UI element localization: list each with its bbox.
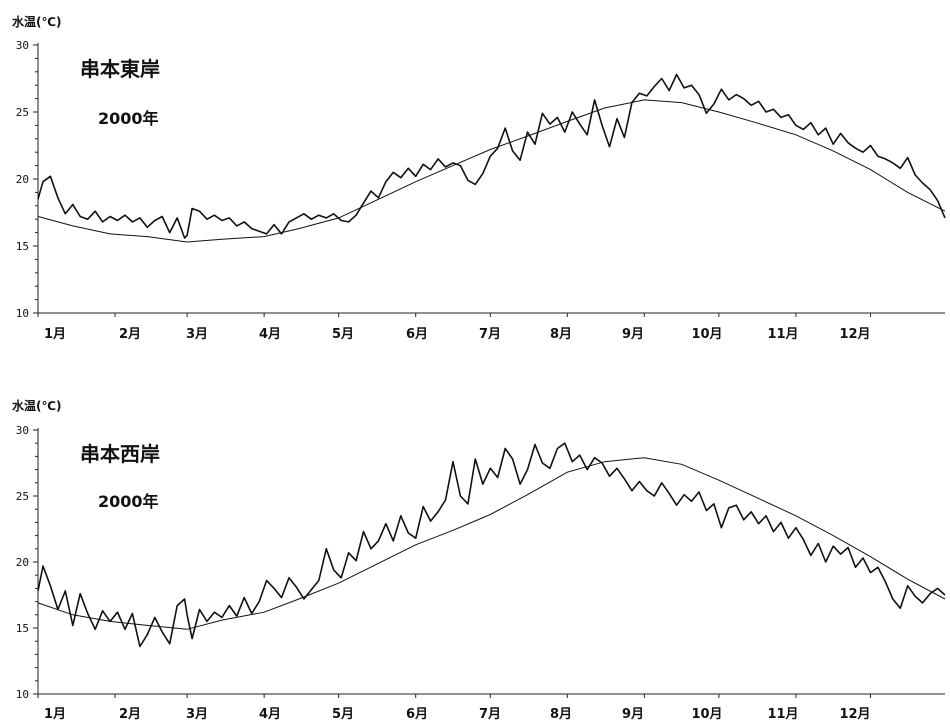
y-tick-label: 30 — [16, 39, 29, 52]
x-tick-label: 2月 — [119, 707, 141, 722]
x-tick-label: 12月 — [839, 707, 870, 722]
chart-title: 串本西岸 — [80, 442, 160, 466]
chart-year: 2000年 — [98, 109, 159, 128]
x-tick-label: 5月 — [332, 707, 354, 722]
x-tick-label: 2月 — [119, 327, 141, 342]
daily-temperature-line — [37, 442, 946, 648]
y-tick-label: 15 — [16, 240, 29, 253]
x-tick-label: 11月 — [767, 707, 798, 722]
y-tick-label: 30 — [16, 424, 29, 437]
average-temperature-line — [37, 99, 946, 243]
x-tick-label: 4月 — [259, 707, 281, 722]
x-tick-label: 10月 — [691, 327, 722, 342]
chart-title: 串本東岸 — [80, 57, 160, 81]
x-tick-label: 3月 — [186, 707, 208, 722]
x-tick-label: 6月 — [406, 327, 428, 342]
x-tick-label: 9月 — [622, 327, 644, 342]
y-tick-label: 20 — [16, 556, 29, 569]
x-tick-label: 10月 — [691, 707, 722, 722]
x-tick-label: 8月 — [550, 327, 572, 342]
y-tick-label: 15 — [16, 622, 29, 635]
y-tick-label: 25 — [16, 490, 29, 503]
x-tick-label: 7月 — [479, 327, 501, 342]
y-axis-label: 水温(℃) — [12, 14, 62, 29]
x-tick-label: 6月 — [406, 707, 428, 722]
x-tick-label: 9月 — [622, 707, 644, 722]
x-tick-label: 5月 — [332, 327, 354, 342]
x-tick-label: 4月 — [259, 327, 281, 342]
x-tick-label: 7月 — [479, 707, 501, 722]
x-tick-label: 12月 — [839, 327, 870, 342]
x-tick-label: 11月 — [767, 327, 798, 342]
y-axis-label: 水温(℃) — [12, 398, 62, 413]
x-tick-label: 1月 — [44, 327, 66, 342]
y-tick-label: 25 — [16, 106, 29, 119]
x-tick-label: 1月 — [44, 707, 66, 722]
average-temperature-line — [37, 457, 946, 630]
chart-year: 2000年 — [98, 492, 159, 511]
y-tick-label: 20 — [16, 173, 29, 186]
daily-temperature-line — [37, 73, 946, 239]
x-tick-label: 8月 — [550, 707, 572, 722]
y-tick-label: 10 — [16, 307, 29, 320]
x-tick-label: 3月 — [186, 327, 208, 342]
y-tick-label: 10 — [16, 688, 29, 701]
